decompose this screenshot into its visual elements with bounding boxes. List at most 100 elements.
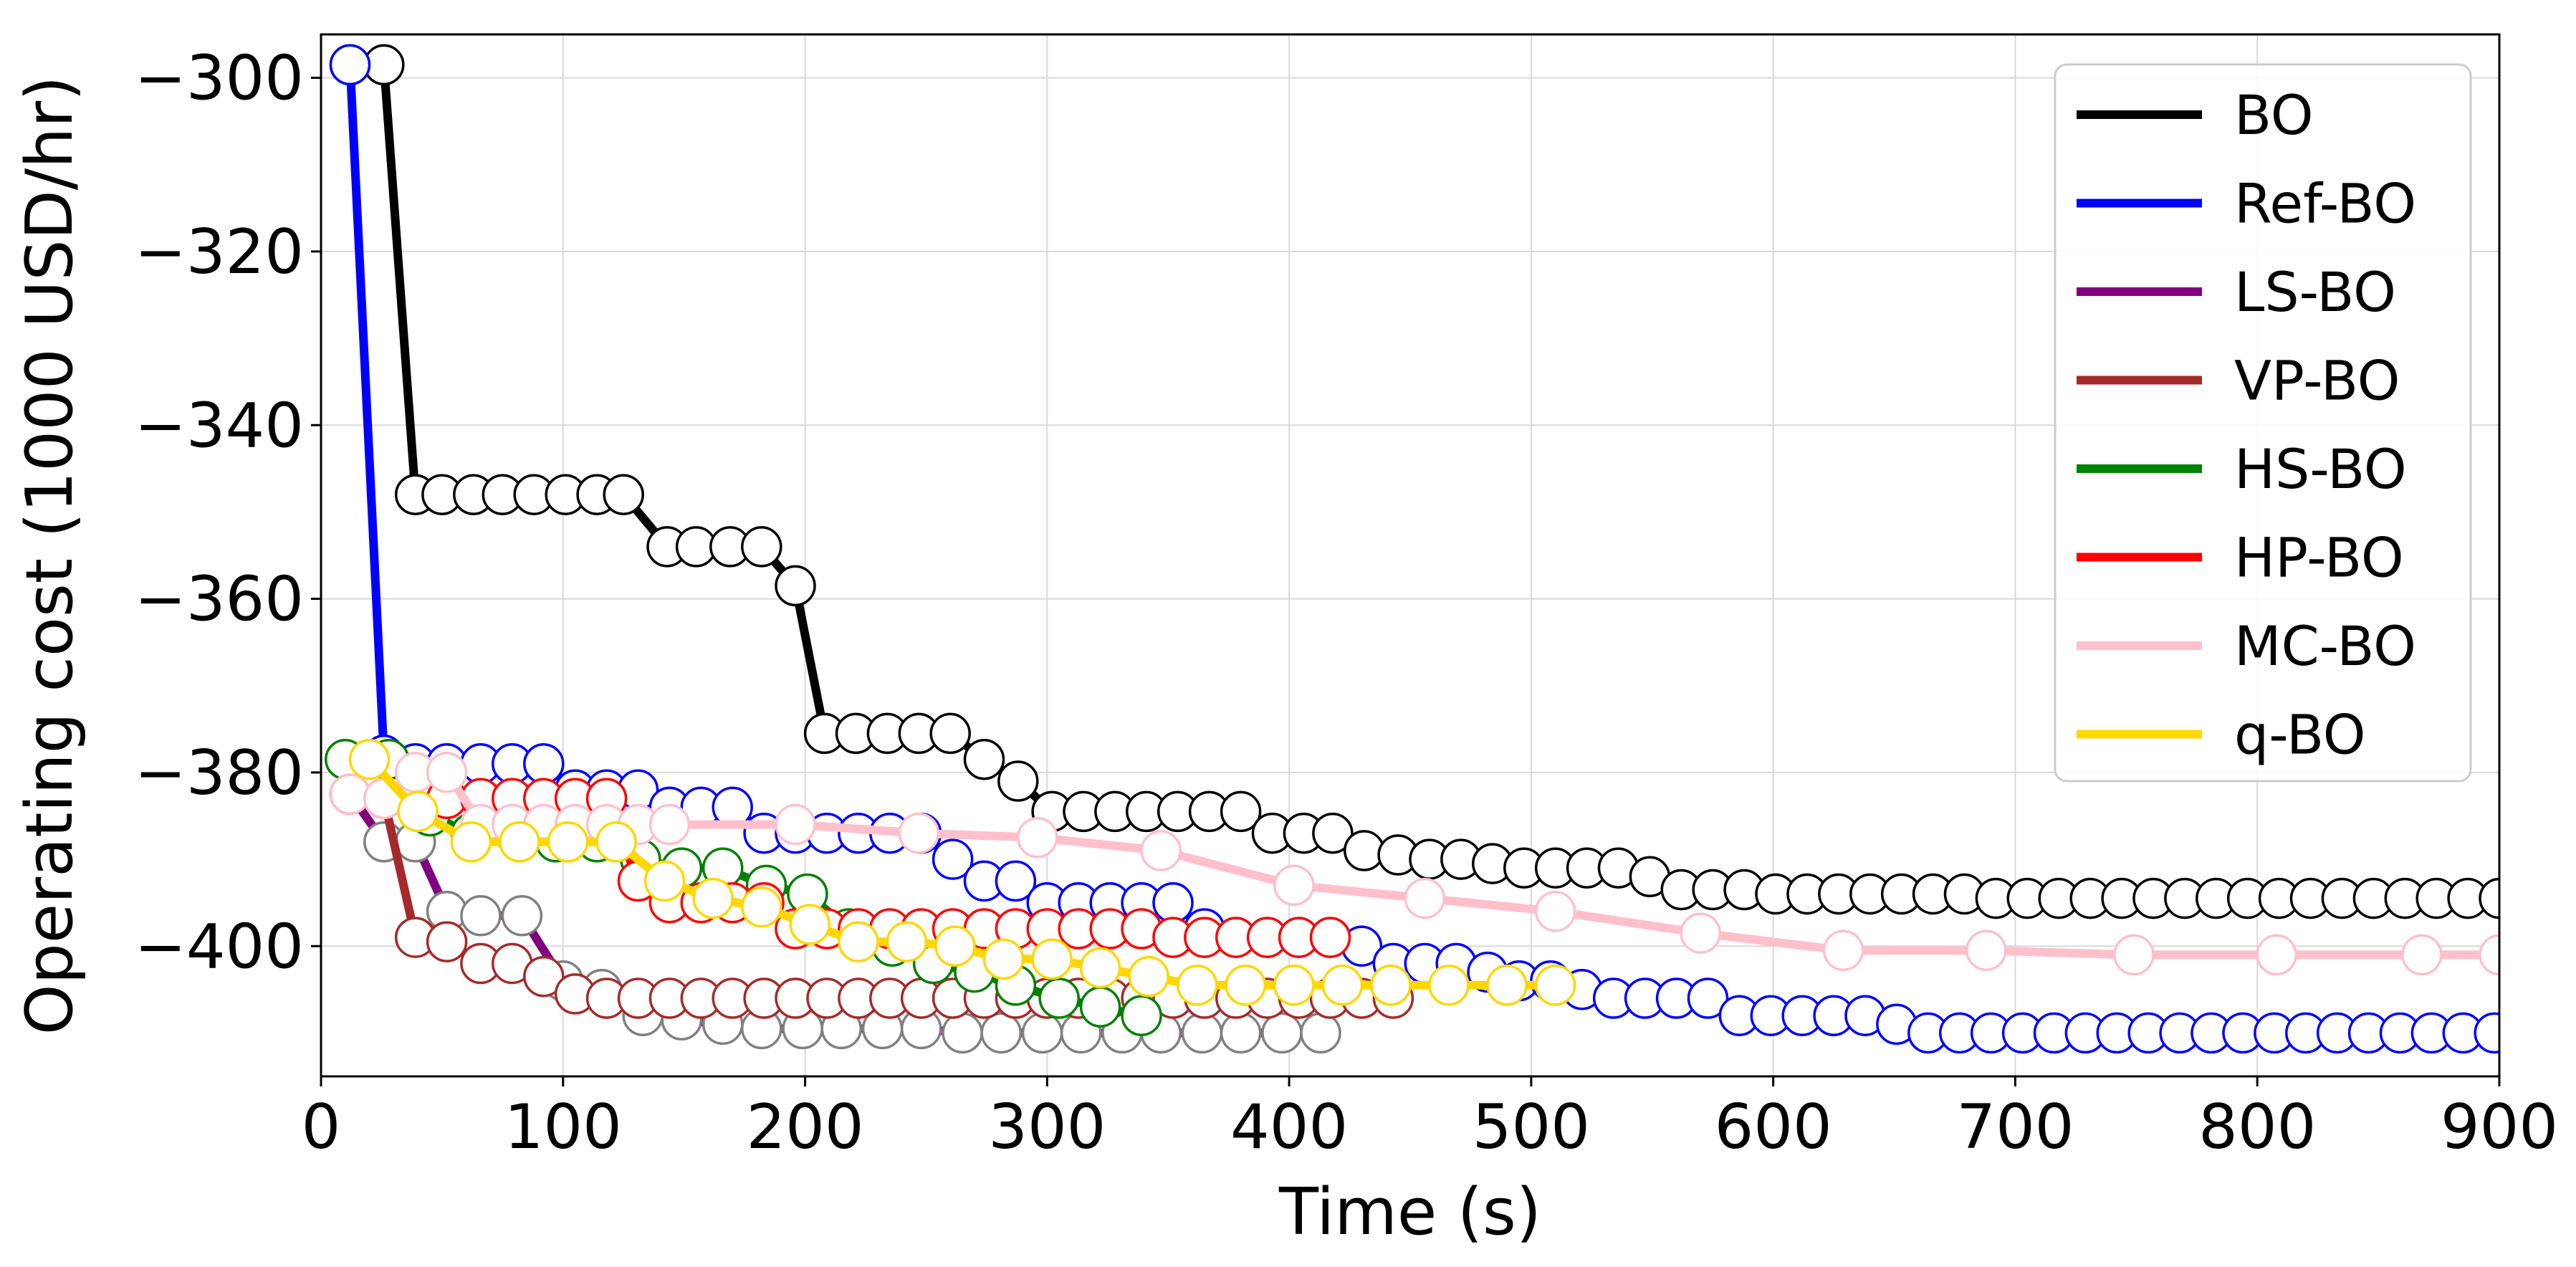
point-q-bo-8 <box>741 886 782 928</box>
legend-label-hp-bo: HP-BO <box>2234 526 2404 590</box>
legend-label-q-bo: q-BO <box>2234 703 2366 767</box>
point-mc-bo-10 <box>648 803 691 846</box>
point-q-bo-0 <box>348 738 391 780</box>
point-hs-bo-19 <box>1121 995 1162 1036</box>
point-q-bo-4 <box>547 821 589 863</box>
x-tick-label-500: 500 <box>1473 1091 1590 1163</box>
point-q-bo-2 <box>450 821 492 863</box>
point-hs-bo-18 <box>1079 986 1121 1028</box>
y-tick-label--360: −360 <box>135 564 304 636</box>
point-q-bo-13 <box>982 938 1025 980</box>
point-mc-bo-11 <box>775 803 816 846</box>
point-ref-bo-0 <box>329 44 371 86</box>
point-bo-19 <box>929 712 971 755</box>
point-bo-9 <box>603 474 644 515</box>
legend-label-hs-bo: HS-BO <box>2234 437 2407 501</box>
point-ref-bo-6 <box>523 743 565 785</box>
point-ref-bo-19 <box>932 838 974 880</box>
point-mc-bo-24 <box>2479 934 2499 976</box>
point-ls-bo-16 <box>942 1012 983 1054</box>
point-q-bo-22 <box>1428 965 1470 1006</box>
x-tick-label-0: 0 <box>302 1091 341 1163</box>
point-mc-bo-12 <box>898 812 940 854</box>
point-ref-bo-26 <box>1152 881 1194 924</box>
point-mc-bo-21 <box>2113 934 2155 976</box>
point-q-bo-18 <box>1225 965 1267 1006</box>
point-q-bo-15 <box>1079 947 1121 989</box>
x-tick-label-600: 600 <box>1715 1091 1832 1163</box>
point-ls-bo-5 <box>501 895 543 937</box>
point-bo-20 <box>963 738 1005 780</box>
point-vp-bo-6 <box>523 955 565 998</box>
legend-label-ls-bo: LS-BO <box>2234 260 2396 324</box>
point-mc-bo-18 <box>1680 912 1722 954</box>
point-mc-bo-3 <box>426 752 468 793</box>
point-q-bo-12 <box>934 925 976 967</box>
series-bo <box>329 44 2499 919</box>
point-bo-21 <box>997 760 1039 802</box>
point-ls-bo-25 <box>1300 1012 1341 1054</box>
legend-box <box>2054 63 2472 783</box>
point-mc-bo-13 <box>1017 817 1058 859</box>
y-tick-label--400: −400 <box>135 911 304 982</box>
point-hs-bo-17 <box>1038 977 1080 1019</box>
x-tick-label-900: 900 <box>2441 1091 2558 1163</box>
x-tick-label-700: 700 <box>1956 1091 2074 1163</box>
point-q-bo-6 <box>643 860 686 902</box>
point-ls-bo-4 <box>460 895 502 937</box>
plot-area <box>325 44 2499 1054</box>
point-bo-31 <box>1312 812 1354 854</box>
point-q-bo-3 <box>499 821 540 863</box>
legend-label-ref-bo: Ref-BO <box>2234 172 2416 236</box>
point-mc-bo-17 <box>1534 891 1576 932</box>
point-bo-14 <box>775 565 816 607</box>
point-mc-bo-22 <box>2256 934 2297 976</box>
axes: 0 100 200 300 400 500 600 700 800 900 −300 −320 −340… <box>135 43 2558 1163</box>
point-ls-bo-24 <box>1261 1012 1303 1054</box>
point-ls-bo-18 <box>1021 1012 1063 1054</box>
point-q-bo-19 <box>1273 965 1315 1006</box>
point-q-bo-1 <box>397 790 439 833</box>
point-mc-bo-23 <box>2401 934 2443 976</box>
point-q-bo-24 <box>1534 965 1576 1006</box>
point-mc-bo-0 <box>329 773 371 815</box>
point-ls-bo-23 <box>1220 1012 1262 1054</box>
legend-label-bo: BO <box>2234 83 2314 147</box>
point-q-bo-21 <box>1370 965 1412 1006</box>
y-tick-label--300: −300 <box>135 43 304 115</box>
x-axis-label: Time (s) <box>1278 1175 1541 1250</box>
point-ls-bo-17 <box>980 1012 1022 1054</box>
x-tick-label-800: 800 <box>2198 1091 2316 1163</box>
y-tick-label--380: −380 <box>135 737 304 809</box>
point-q-bo-16 <box>1128 955 1169 998</box>
point-q-bo-7 <box>692 877 734 919</box>
point-bo-68 <box>2479 877 2499 919</box>
point-mc-bo-20 <box>1965 929 2007 972</box>
y-tick-label--320: −320 <box>135 216 304 288</box>
point-mc-bo-16 <box>1404 877 1446 919</box>
point-ref-bo-21 <box>995 860 1037 902</box>
series-q-bo <box>348 738 1576 1006</box>
x-tick-label-300: 300 <box>988 1091 1106 1163</box>
point-ref-bo-43 <box>1687 977 1729 1019</box>
y-axis-label: Operating cost (1000 USD/hr) <box>12 76 87 1035</box>
y-tick-label--340: −340 <box>135 390 304 462</box>
x-tick-label-200: 200 <box>746 1091 863 1163</box>
point-hp-bo-31 <box>1309 917 1351 958</box>
point-q-bo-23 <box>1486 965 1528 1006</box>
point-bo-13 <box>741 526 782 568</box>
legend-label-vp-bo: VP-BO <box>2234 349 2400 413</box>
point-mc-bo-19 <box>1822 929 1864 972</box>
point-q-bo-5 <box>595 821 637 863</box>
point-ls-bo-22 <box>1181 1012 1223 1054</box>
point-bo-28 <box>1220 790 1262 833</box>
point-q-bo-9 <box>789 904 831 945</box>
point-ref-bo-68 <box>2474 1012 2499 1054</box>
point-bo-32 <box>1344 830 1385 871</box>
point-q-bo-20 <box>1321 965 1364 1006</box>
legend-label-mc-bo: MC-BO <box>2234 614 2416 678</box>
point-mc-bo-15 <box>1273 864 1315 907</box>
point-q-bo-17 <box>1177 965 1218 1006</box>
x-tick-label-100: 100 <box>504 1091 622 1163</box>
